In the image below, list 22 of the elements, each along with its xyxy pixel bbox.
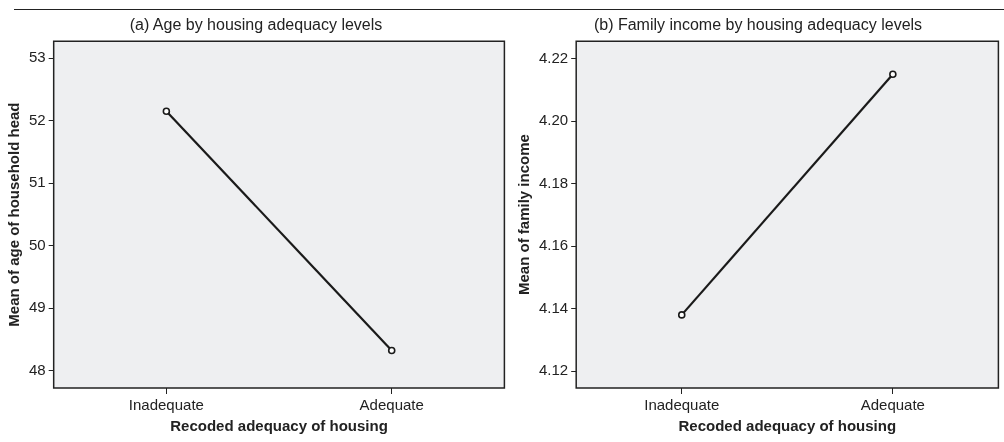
chart-title: (a) Age by housing adequacy levels [129,16,383,34]
x-tick-label: Inadequate [128,396,204,414]
y-tick-label: 48 [29,360,46,378]
y-tick-label: 4.22 [538,48,569,66]
x-tick-label: Adequate [860,396,925,414]
y-tick-label: 4.18 [538,173,569,191]
y-tick-label: 51 [29,173,46,191]
y-tick-label: 52 [29,110,46,128]
x-tick-label: Inadequate [644,396,720,414]
y-axis-title: Mean of family income [515,134,533,296]
y-tick-label: 53 [29,48,46,66]
y-axis-title: Mean of age of household head [5,102,23,327]
y-tick-label: 4.14 [538,298,569,316]
chart-title: (b) Family income by housing adequacy levels [593,16,923,34]
y-tick-label: 4.20 [538,111,569,129]
y-tick-label: 49 [29,298,46,316]
x-tick-label: Adequate [359,396,424,414]
y-tick-label: 4.12 [538,361,569,379]
y-tick-label: 4.16 [538,236,569,254]
x-axis-title: Recoded adequacy of housing [170,417,388,435]
x-axis-title: Recoded adequacy of housing [678,417,897,435]
y-tick-label: 50 [29,235,46,253]
